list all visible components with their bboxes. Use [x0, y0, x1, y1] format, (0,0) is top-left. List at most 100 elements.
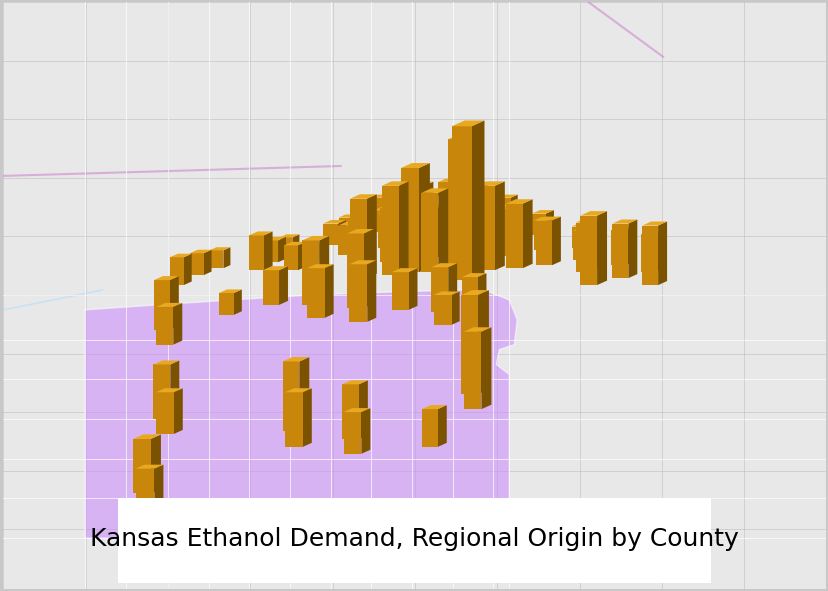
Polygon shape: [536, 220, 551, 265]
Polygon shape: [503, 209, 518, 256]
Polygon shape: [338, 217, 352, 235]
Polygon shape: [401, 168, 418, 272]
Polygon shape: [378, 210, 401, 213]
Polygon shape: [451, 121, 484, 126]
Polygon shape: [306, 268, 325, 318]
Polygon shape: [470, 193, 491, 196]
Polygon shape: [478, 186, 494, 270]
Polygon shape: [575, 219, 599, 223]
Polygon shape: [395, 204, 410, 232]
Polygon shape: [460, 290, 489, 295]
Polygon shape: [433, 291, 459, 295]
Polygon shape: [501, 213, 516, 242]
Polygon shape: [156, 307, 173, 345]
Polygon shape: [440, 190, 460, 193]
Polygon shape: [151, 434, 161, 493]
Polygon shape: [415, 193, 436, 196]
Polygon shape: [297, 242, 306, 270]
Polygon shape: [352, 215, 359, 235]
Polygon shape: [480, 181, 488, 201]
Polygon shape: [284, 245, 297, 270]
Polygon shape: [387, 207, 395, 232]
Polygon shape: [468, 181, 488, 185]
Polygon shape: [302, 236, 329, 241]
Polygon shape: [431, 263, 456, 267]
Polygon shape: [363, 229, 373, 308]
Polygon shape: [428, 193, 436, 216]
Polygon shape: [448, 139, 466, 268]
Polygon shape: [171, 361, 179, 419]
Polygon shape: [306, 264, 333, 268]
Polygon shape: [460, 295, 478, 394]
Polygon shape: [170, 254, 191, 257]
Polygon shape: [474, 209, 496, 213]
Polygon shape: [426, 181, 433, 201]
Polygon shape: [378, 213, 392, 248]
Polygon shape: [466, 134, 479, 268]
Polygon shape: [285, 388, 311, 392]
Polygon shape: [438, 189, 448, 272]
Polygon shape: [224, 247, 230, 268]
Polygon shape: [640, 235, 655, 272]
Polygon shape: [481, 327, 491, 409]
Polygon shape: [342, 384, 359, 439]
Polygon shape: [363, 213, 372, 265]
Polygon shape: [174, 388, 182, 434]
Polygon shape: [448, 263, 456, 312]
Polygon shape: [591, 219, 599, 272]
Polygon shape: [432, 209, 440, 242]
Polygon shape: [532, 213, 546, 235]
Polygon shape: [459, 205, 466, 238]
Polygon shape: [420, 204, 445, 209]
Polygon shape: [573, 230, 587, 260]
Polygon shape: [262, 270, 279, 305]
Polygon shape: [461, 277, 477, 312]
Polygon shape: [263, 232, 272, 270]
Polygon shape: [486, 203, 493, 229]
Polygon shape: [610, 226, 634, 230]
Polygon shape: [342, 380, 368, 384]
Polygon shape: [173, 303, 182, 345]
Polygon shape: [219, 293, 233, 315]
Polygon shape: [533, 217, 556, 220]
Polygon shape: [462, 199, 471, 252]
Polygon shape: [610, 230, 625, 265]
Polygon shape: [209, 251, 224, 268]
Polygon shape: [209, 247, 230, 251]
Polygon shape: [373, 210, 387, 232]
Polygon shape: [532, 210, 553, 213]
Polygon shape: [471, 121, 484, 280]
Polygon shape: [371, 198, 385, 216]
Text: Kansas Ethanol Demand, Regional Origin by County: Kansas Ethanol Demand, Regional Origin b…: [90, 527, 738, 551]
Polygon shape: [478, 290, 489, 394]
Polygon shape: [349, 194, 377, 199]
Polygon shape: [472, 203, 493, 207]
Polygon shape: [248, 232, 272, 235]
Polygon shape: [416, 207, 430, 229]
Polygon shape: [587, 227, 595, 260]
Polygon shape: [219, 290, 242, 293]
Polygon shape: [338, 220, 345, 245]
Polygon shape: [475, 201, 500, 204]
Polygon shape: [491, 201, 500, 256]
Polygon shape: [398, 181, 408, 275]
Polygon shape: [421, 193, 438, 272]
Polygon shape: [395, 199, 408, 219]
Polygon shape: [204, 250, 211, 275]
Polygon shape: [412, 204, 421, 245]
Polygon shape: [468, 185, 480, 201]
Polygon shape: [190, 254, 204, 275]
Polygon shape: [500, 203, 522, 207]
Polygon shape: [343, 412, 361, 454]
Polygon shape: [575, 223, 591, 272]
Polygon shape: [338, 226, 353, 255]
Polygon shape: [431, 267, 448, 312]
Polygon shape: [406, 187, 413, 206]
Polygon shape: [338, 222, 360, 226]
Polygon shape: [361, 408, 370, 454]
Polygon shape: [393, 187, 413, 190]
Polygon shape: [438, 178, 458, 182]
Polygon shape: [498, 198, 510, 216]
Polygon shape: [451, 291, 459, 325]
Polygon shape: [573, 227, 595, 230]
